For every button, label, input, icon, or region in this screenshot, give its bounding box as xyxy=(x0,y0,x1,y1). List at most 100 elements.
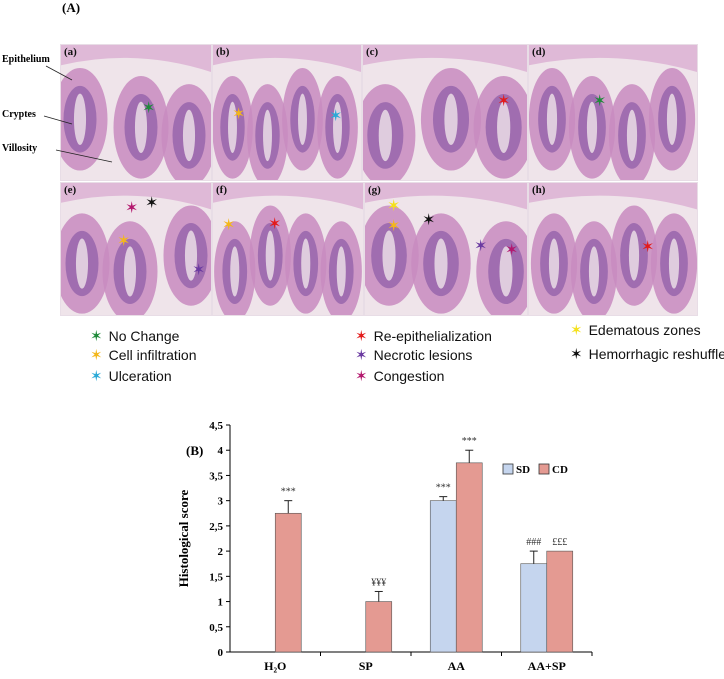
significance-label: ### xyxy=(526,537,541,548)
lesion-marker-icon: ✶ xyxy=(422,212,436,229)
lesion-marker-icon: ✶ xyxy=(268,216,282,233)
x-tick-label: AA+SP xyxy=(528,659,566,673)
legend-label: Edematous zones xyxy=(588,322,701,338)
tissue-illustration xyxy=(61,183,211,315)
legend-label: Ulceration xyxy=(108,368,172,384)
y-tick-label: 1 xyxy=(218,597,224,609)
tile-label: (d) xyxy=(532,46,546,58)
y-tick-label: 1,5 xyxy=(209,571,223,583)
histology-tile: (a) xyxy=(60,44,212,181)
bar xyxy=(455,462,483,653)
legend-item: ✶ Hemorrhagic reshuffles xyxy=(570,346,724,362)
legend-star-icon: ✶ xyxy=(90,367,103,385)
legend-star-icon: ✶ xyxy=(90,346,103,364)
y-tick-label: 2,5 xyxy=(209,521,223,533)
lesion-marker-icon: ✶ xyxy=(505,242,519,259)
lesion-marker-icon: ✶ xyxy=(387,198,401,215)
structure-arrows xyxy=(43,65,113,163)
tile-label: (f) xyxy=(216,184,227,196)
y-tick-label: 2 xyxy=(218,546,224,558)
x-tick-label: SP xyxy=(359,659,373,673)
significance-label: ¥¥¥ xyxy=(371,577,386,588)
x-tick-label: AA xyxy=(448,659,466,673)
villosity-label: Villosity xyxy=(2,143,38,154)
legend-item: ✶ Re-epithelialization xyxy=(355,328,492,344)
bar xyxy=(429,500,457,653)
chart-legend-label: CD xyxy=(552,464,568,476)
lesion-marker-icon: ✶ xyxy=(192,262,206,279)
tile-label: (h) xyxy=(532,184,546,196)
tissue-illustration xyxy=(61,45,211,180)
tile-label: (a) xyxy=(64,46,77,58)
legend-label: Cell infiltration xyxy=(108,347,197,363)
legend-item: ✶ Cell infiltration xyxy=(90,347,197,363)
y-tick-label: 0,5 xyxy=(209,622,223,634)
tile-label: (e) xyxy=(64,184,77,196)
bar xyxy=(274,512,302,653)
chart-legend-swatch xyxy=(502,463,514,475)
y-tick-label: 4,5 xyxy=(209,420,223,432)
tile-label: (g) xyxy=(368,184,381,196)
lesion-marker-icon: ✶ xyxy=(222,217,236,234)
lesion-marker-icon: ✶ xyxy=(474,238,488,255)
legend-item: ✶ Necrotic lesions xyxy=(355,347,472,363)
tissue-illustration xyxy=(529,45,697,180)
legend-label: Hemorrhagic reshuffles xyxy=(588,346,724,362)
y-axis-label: Histological score xyxy=(176,489,191,587)
legend-item: ✶ No Change xyxy=(90,328,179,344)
legend-item: ✶ Ulceration xyxy=(90,368,172,384)
legend-item: ✶ Edematous zones xyxy=(570,322,701,338)
tile-label: (b) xyxy=(216,46,230,58)
cryptes-label: Cryptes xyxy=(2,109,36,120)
legend-star-icon: ✶ xyxy=(355,346,368,364)
y-tick-label: 4 xyxy=(218,445,224,457)
tile-label: (c) xyxy=(366,46,379,58)
panel-b-label: (B) xyxy=(186,443,204,458)
histology-tile: (c) xyxy=(362,44,528,181)
significance-label: *** xyxy=(462,436,477,447)
lesion-marker-icon: ✶ xyxy=(232,106,246,123)
tissue-illustration xyxy=(529,183,697,315)
histology-tile: (g) xyxy=(364,182,528,316)
y-tick-label: 3 xyxy=(218,496,224,508)
bar xyxy=(520,563,548,653)
x-tick-label: H₂O xyxy=(264,659,286,673)
lesion-marker-icon: ✶ xyxy=(125,200,139,217)
bar xyxy=(365,601,393,653)
legend-star-icon: ✶ xyxy=(355,327,368,345)
histology-tile: (b) xyxy=(212,44,362,181)
legend-label: Congestion xyxy=(373,368,445,384)
legend-label: Re-epithelialization xyxy=(373,328,492,344)
tissue-illustration xyxy=(365,183,527,315)
tissue-illustration xyxy=(363,45,527,180)
histology-tile: (d) xyxy=(528,44,698,181)
histology-tile: (e) xyxy=(60,182,212,316)
significance-label: *** xyxy=(281,487,296,498)
histology-tile: (f) xyxy=(212,182,364,316)
panel-a-label: (A) xyxy=(62,0,81,15)
lesion-marker-icon: ✶ xyxy=(641,239,655,256)
lesion-marker-icon: ✶ xyxy=(387,218,401,235)
legend-star-icon: ✶ xyxy=(570,345,583,363)
y-tick-label: 3,5 xyxy=(209,470,223,482)
significance-label: *** xyxy=(436,483,451,494)
tissue-illustration xyxy=(213,183,363,315)
lesion-marker-icon: ✶ xyxy=(117,233,131,250)
chart-legend-label: SD xyxy=(516,464,530,476)
tissue-illustration xyxy=(213,45,361,180)
legend-label: Necrotic lesions xyxy=(373,347,473,363)
lesion-marker-icon: ✶ xyxy=(142,100,156,117)
epithelium-label: Epithelium xyxy=(2,54,50,65)
legend-star-icon: ✶ xyxy=(90,327,103,345)
lesion-marker-icon: ✶ xyxy=(329,108,343,125)
legend-star-icon: ✶ xyxy=(570,321,583,339)
lesion-marker-icon: ✶ xyxy=(497,93,511,110)
legend-item: ✶ Congestion xyxy=(355,368,444,384)
bar xyxy=(546,550,574,653)
legend-star-icon: ✶ xyxy=(355,367,368,385)
y-tick-label: 0 xyxy=(218,647,224,659)
lesion-marker-icon: ✶ xyxy=(145,195,159,212)
lesion-marker-icon: ✶ xyxy=(593,93,607,110)
histology-tile: (h) xyxy=(528,182,698,316)
